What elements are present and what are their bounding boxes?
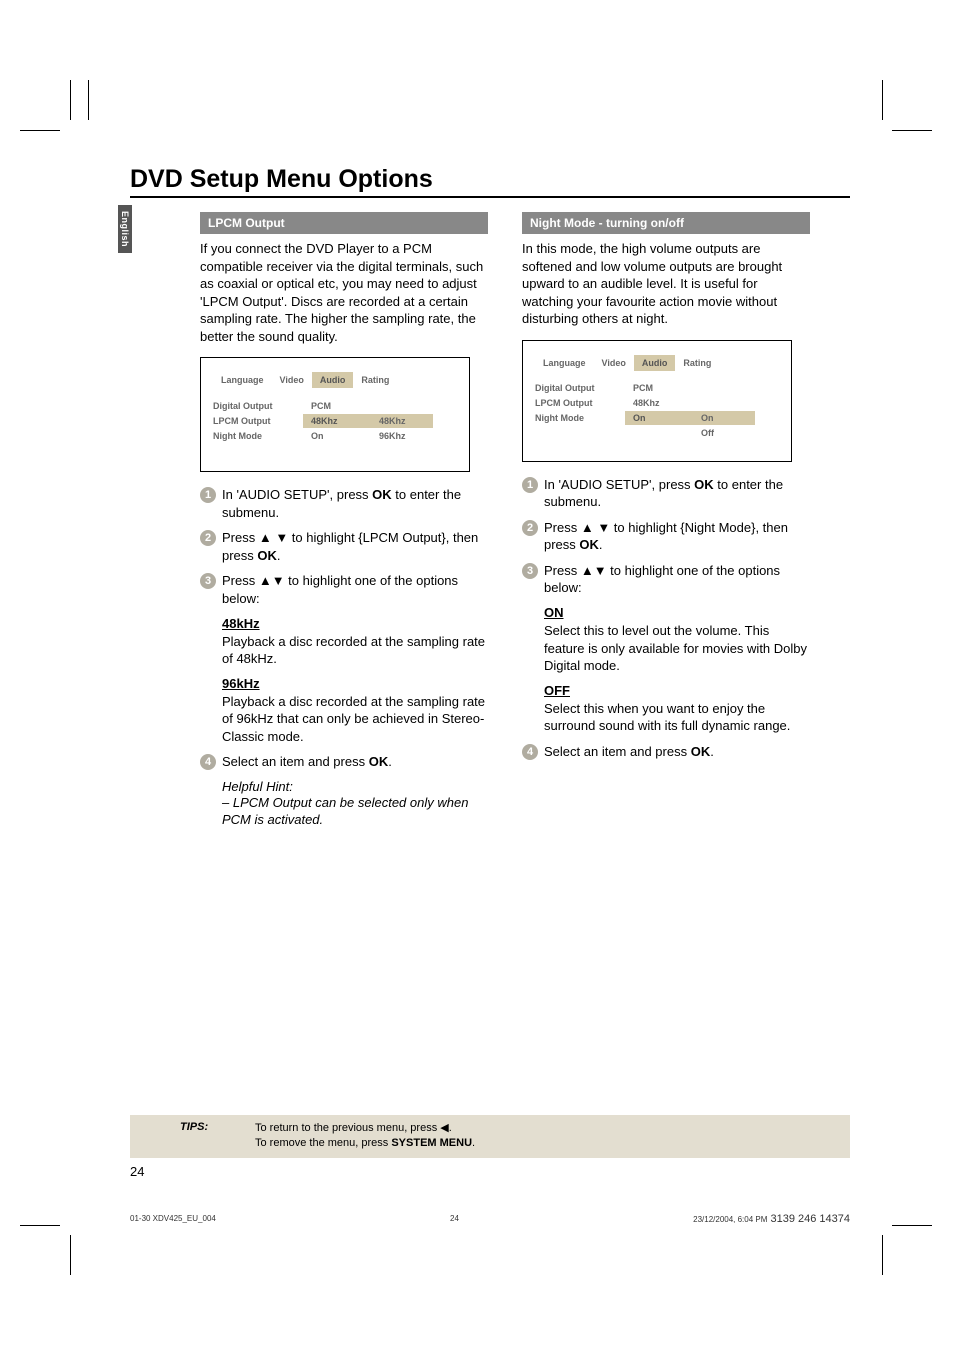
menu-option: 96Khz [373, 431, 433, 441]
menu-tab-video: Video [272, 372, 312, 388]
right-column: Night Mode - turning on/off In this mode… [522, 212, 810, 829]
menu-value: 48Khz [303, 414, 373, 428]
hint-text: – LPCM Output can be selected only when … [222, 794, 488, 829]
menu-label: Digital Output [535, 383, 625, 393]
menu-tab-language: Language [535, 355, 594, 371]
crop-mark [882, 80, 883, 120]
step-text: . [710, 744, 714, 759]
crop-mark [20, 130, 60, 131]
left-column: LPCM Output If you connect the DVD Playe… [200, 212, 488, 829]
lpcm-header: LPCM Output [200, 212, 488, 234]
step-1: 1 In 'AUDIO SETUP', press OK to enter th… [200, 486, 488, 521]
menu-value: On [303, 431, 373, 441]
step-number-icon: 4 [200, 754, 216, 770]
step-4: 4 Select an item and press OK. [200, 753, 488, 771]
ok-label: OK [257, 548, 277, 563]
footer-left: 01-30 XDV425_EU_004 [130, 1214, 216, 1225]
step-text: Select an item and press [222, 754, 369, 769]
ok-label: OK [694, 477, 714, 492]
option-body-off: Select this when you want to enjoy the s… [544, 700, 810, 735]
step-3: 3 Press ▲▼ to highlight one of the optio… [200, 572, 488, 607]
title-underline [130, 196, 850, 198]
step-text: In 'AUDIO SETUP', press [544, 477, 694, 492]
menu-value: PCM [303, 401, 373, 411]
crop-mark [70, 1235, 71, 1275]
step-2: 2 Press ▲ ▼ to highlight {Night Mode}, t… [522, 519, 810, 554]
step-text: Select an item and press [544, 744, 691, 759]
menu-tab-audio: Audio [312, 372, 354, 388]
step-number-icon: 2 [200, 530, 216, 546]
ok-label: OK [691, 744, 711, 759]
tips-label: TIPS: [180, 1121, 255, 1133]
step-number-icon: 1 [522, 477, 538, 493]
option-heading-on: ON [544, 605, 810, 620]
menu-value: 48Khz [625, 398, 695, 408]
menu-value: PCM [625, 383, 695, 393]
footer-center: 24 [450, 1214, 459, 1225]
option-heading-48: 48kHz [222, 616, 488, 631]
step-1: 1 In 'AUDIO SETUP', press OK to enter th… [522, 476, 810, 511]
option-body-on: Select this to level out the volume. Thi… [544, 622, 810, 675]
menu-label: LPCM Output [535, 398, 625, 408]
step-text: Press ▲▼ to highlight one of the options… [222, 573, 458, 606]
ok-label: OK [372, 487, 392, 502]
crop-mark [88, 80, 89, 120]
option-heading-off: OFF [544, 683, 810, 698]
tips-line1: To return to the previous menu, press ◀. [255, 1121, 475, 1136]
page-number: 24 [130, 1164, 144, 1179]
crop-mark [20, 1225, 60, 1226]
tips-line2: To remove the menu, press [255, 1137, 391, 1149]
nightmode-intro: In this mode, the high volume outputs ar… [522, 240, 810, 328]
menu-tab-video: Video [594, 355, 634, 371]
menu-tab-rating: Rating [675, 355, 719, 371]
step-4: 4 Select an item and press OK. [522, 743, 810, 761]
tips-bar: TIPS: To return to the previous menu, pr… [130, 1115, 850, 1158]
menu-tab-audio: Audio [634, 355, 676, 371]
step-text: Press ▲▼ to highlight one of the options… [544, 563, 780, 596]
hint-block: Helpful Hint: – LPCM Output can be selec… [222, 779, 488, 829]
menu-label: Night Mode [535, 413, 625, 423]
footer: 01-30 XDV425_EU_004 24 23/12/2004, 6:04 … [130, 1214, 850, 1225]
crop-mark [882, 1235, 883, 1275]
menu-tab-rating: Rating [353, 372, 397, 388]
lpcm-intro: If you connect the DVD Player to a PCM c… [200, 240, 488, 345]
menu-option: On [695, 411, 755, 425]
step-number-icon: 3 [522, 563, 538, 579]
page-title: DVD Setup Menu Options [130, 165, 850, 194]
menu-tab-language: Language [213, 372, 272, 388]
menu-value: On [625, 411, 695, 425]
step-text: . [599, 537, 603, 552]
lpcm-menu-box: Language Video Audio Rating Digital Outp… [200, 357, 470, 472]
step-number-icon: 4 [522, 744, 538, 760]
step-3: 3 Press ▲▼ to highlight one of the optio… [522, 562, 810, 597]
ok-label: OK [579, 537, 599, 552]
step-number-icon: 1 [200, 487, 216, 503]
step-number-icon: 2 [522, 520, 538, 536]
menu-label: Digital Output [213, 401, 303, 411]
step-number-icon: 3 [200, 573, 216, 589]
step-2: 2 Press ▲ ▼ to highlight {LPCM Output}, … [200, 529, 488, 564]
menu-label: LPCM Output [213, 416, 303, 426]
menu-option: 48Khz [373, 414, 433, 428]
ok-label: OK [369, 754, 389, 769]
step-text: . [277, 548, 281, 563]
footer-date: 23/12/2004, 6:04 PM [693, 1215, 767, 1224]
crop-mark [70, 80, 71, 120]
nightmode-header: Night Mode - turning on/off [522, 212, 810, 234]
nightmode-menu-box: Language Video Audio Rating Digital Outp… [522, 340, 792, 462]
option-heading-96: 96kHz [222, 676, 488, 691]
option-body-96: Playback a disc recorded at the sampling… [222, 693, 488, 746]
menu-label: Night Mode [213, 431, 303, 441]
tips-line2-end: . [472, 1137, 475, 1149]
option-body-48: Playback a disc recorded at the sampling… [222, 633, 488, 668]
menu-option: Off [695, 428, 755, 438]
crop-mark [892, 1225, 932, 1226]
step-text: . [388, 754, 392, 769]
hint-title: Helpful Hint: [222, 779, 488, 794]
step-text: In 'AUDIO SETUP', press [222, 487, 372, 502]
footer-code: 3139 246 14374 [770, 1213, 850, 1225]
crop-mark [892, 130, 932, 131]
system-menu-label: SYSTEM MENU [391, 1137, 472, 1149]
